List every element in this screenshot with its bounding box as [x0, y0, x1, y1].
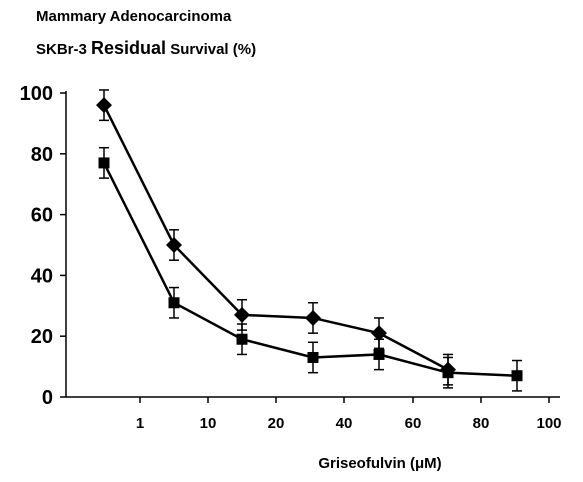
axes	[65, 91, 560, 398]
data-point-square	[511, 370, 523, 382]
x-ticks: 1 10 20 40 60 80 100	[136, 397, 562, 432]
series-1	[96, 89, 456, 386]
data-point-square	[98, 157, 110, 169]
x-tick-label: 80	[473, 415, 490, 432]
y-tick-label: 20	[31, 326, 53, 348]
y-tick-label: 40	[31, 265, 53, 287]
data-point-square	[442, 367, 454, 379]
data-point-square	[373, 348, 385, 360]
y-tick-label: 100	[20, 83, 53, 105]
x-axis-title: Griseofulvin (μM)	[318, 455, 441, 472]
x-tick-label: 60	[405, 415, 422, 432]
x-tick-label: 40	[336, 415, 353, 432]
y-ticks: 0 20 40 60 80 100	[20, 83, 66, 409]
x-tick-label: 1	[136, 415, 144, 432]
x-tick-label: 10	[200, 415, 217, 432]
data-point-diamond	[96, 97, 112, 114]
data-point-square	[168, 297, 180, 309]
title-suffix: Survival (%)	[170, 41, 257, 58]
title-cell-line: SKBr-3	[36, 41, 87, 58]
series-2-line	[102, 162, 518, 377]
data-point-square	[307, 351, 319, 363]
series-2	[98, 146, 523, 392]
y-tick-label: 80	[31, 144, 53, 166]
chart-title-line-2: SKBr-3 Residual Survival (%)	[36, 38, 256, 59]
series-1-line	[102, 104, 449, 371]
chart-title-line-1: Mammary Adenocarcinoma	[36, 8, 232, 25]
x-tick-label: 100	[536, 415, 561, 432]
data-point-diamond	[234, 306, 250, 323]
series-layer	[96, 89, 523, 392]
data-point-diamond	[305, 309, 321, 326]
y-tick-label: 60	[31, 205, 53, 227]
title-emphasis: Residual	[91, 38, 167, 58]
x-tick-label: 20	[268, 415, 285, 432]
data-point-diamond	[166, 237, 182, 253]
y-tick-label: 0	[42, 387, 53, 409]
data-point-diamond	[371, 325, 387, 342]
data-point-square	[236, 333, 248, 345]
